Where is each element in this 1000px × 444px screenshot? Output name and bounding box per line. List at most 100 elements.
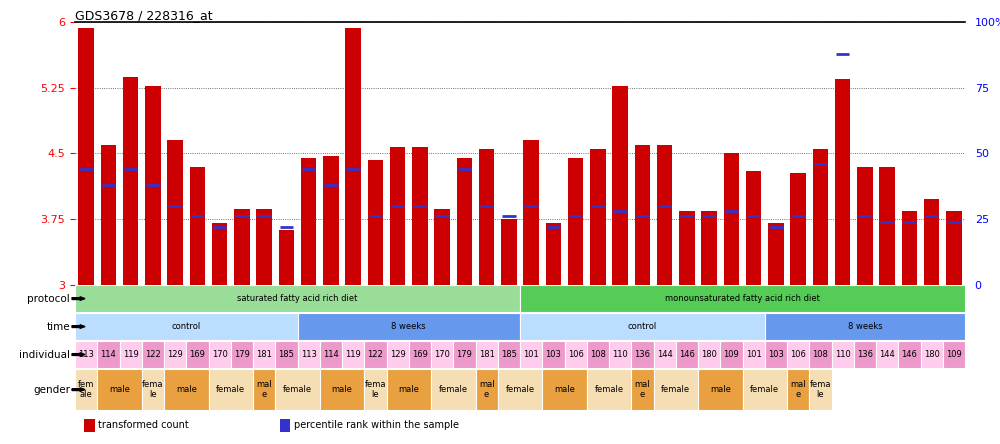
Text: 114: 114 (100, 350, 116, 359)
Bar (724, 154, 739, 285)
Text: 109: 109 (946, 350, 962, 359)
Text: 8 weeks: 8 weeks (848, 322, 882, 331)
Text: female: female (216, 385, 245, 394)
Text: female: female (661, 385, 690, 394)
Bar (809, 341, 832, 368)
Text: 106: 106 (790, 350, 806, 359)
Text: male: male (398, 385, 419, 394)
Bar (256, 209, 272, 285)
Bar (520, 313, 765, 340)
Text: 136: 136 (634, 350, 650, 359)
Text: 101: 101 (746, 350, 762, 359)
Bar (145, 86, 161, 285)
Text: fema
le: fema le (810, 380, 831, 399)
Bar (609, 341, 631, 368)
Text: 110: 110 (835, 350, 850, 359)
Text: gender: gender (33, 385, 70, 395)
Bar (298, 313, 520, 340)
Text: 122: 122 (368, 350, 383, 359)
Text: 136: 136 (857, 350, 873, 359)
Bar (857, 166, 873, 285)
Text: saturated fatty acid rich diet: saturated fatty acid rich diet (237, 294, 358, 303)
Bar (123, 77, 138, 285)
Bar (631, 341, 654, 368)
Bar (279, 230, 294, 285)
Bar (568, 158, 583, 285)
Bar (657, 145, 672, 285)
Bar (364, 369, 386, 410)
Bar (809, 369, 832, 410)
Text: fem
ale: fem ale (78, 380, 94, 399)
Bar (75, 341, 97, 368)
Text: 119: 119 (123, 350, 138, 359)
Text: female: female (283, 385, 312, 394)
Bar (84, 419, 95, 432)
Bar (231, 341, 253, 368)
Bar (364, 341, 386, 368)
Text: transformed count: transformed count (98, 420, 189, 430)
Text: 180: 180 (701, 350, 717, 359)
Bar (190, 166, 205, 285)
Bar (679, 211, 695, 285)
Text: 108: 108 (590, 350, 606, 359)
Bar (546, 223, 561, 285)
Bar (320, 369, 364, 410)
Text: male: male (332, 385, 352, 394)
Bar (164, 341, 186, 368)
Text: 122: 122 (145, 350, 161, 359)
Bar (275, 341, 298, 368)
Bar (208, 369, 253, 410)
Bar (476, 369, 498, 410)
Text: 106: 106 (568, 350, 584, 359)
Bar (142, 341, 164, 368)
Bar (854, 341, 876, 368)
Bar (742, 341, 765, 368)
Text: GDS3678 / 228316_at: GDS3678 / 228316_at (75, 9, 213, 22)
Bar (720, 341, 742, 368)
Bar (75, 369, 97, 410)
Bar (234, 209, 250, 285)
Text: fema
le: fema le (365, 380, 386, 399)
Bar (701, 211, 717, 285)
Text: 103: 103 (768, 350, 784, 359)
Text: 114: 114 (323, 350, 339, 359)
Text: female: female (750, 385, 779, 394)
Text: 179: 179 (234, 350, 250, 359)
Bar (920, 341, 943, 368)
Bar (790, 173, 806, 285)
Text: 113: 113 (301, 350, 317, 359)
Bar (698, 369, 742, 410)
Bar (813, 149, 828, 285)
Bar (654, 341, 676, 368)
Text: male: male (109, 385, 130, 394)
Bar (742, 369, 787, 410)
Bar (479, 149, 494, 285)
Bar (765, 341, 787, 368)
Text: 119: 119 (345, 350, 361, 359)
Bar (253, 369, 275, 410)
Text: 146: 146 (679, 350, 695, 359)
Bar (898, 341, 920, 368)
Bar (879, 166, 895, 285)
Text: 113: 113 (78, 350, 94, 359)
Bar (453, 341, 476, 368)
Text: male: male (554, 385, 575, 394)
Bar (342, 341, 364, 368)
Text: 8 weeks: 8 weeks (391, 322, 426, 331)
Text: female: female (439, 385, 468, 394)
Text: individual: individual (19, 349, 70, 360)
Bar (97, 341, 120, 368)
Bar (409, 341, 431, 368)
Text: male: male (176, 385, 197, 394)
Bar (746, 171, 761, 285)
Bar (765, 313, 965, 340)
Bar (75, 285, 520, 312)
Bar (676, 341, 698, 368)
Text: 110: 110 (612, 350, 628, 359)
Bar (280, 419, 290, 432)
Bar (832, 341, 854, 368)
Bar (101, 145, 116, 285)
Text: 129: 129 (167, 350, 183, 359)
Text: 185: 185 (278, 350, 294, 359)
Bar (120, 341, 142, 368)
